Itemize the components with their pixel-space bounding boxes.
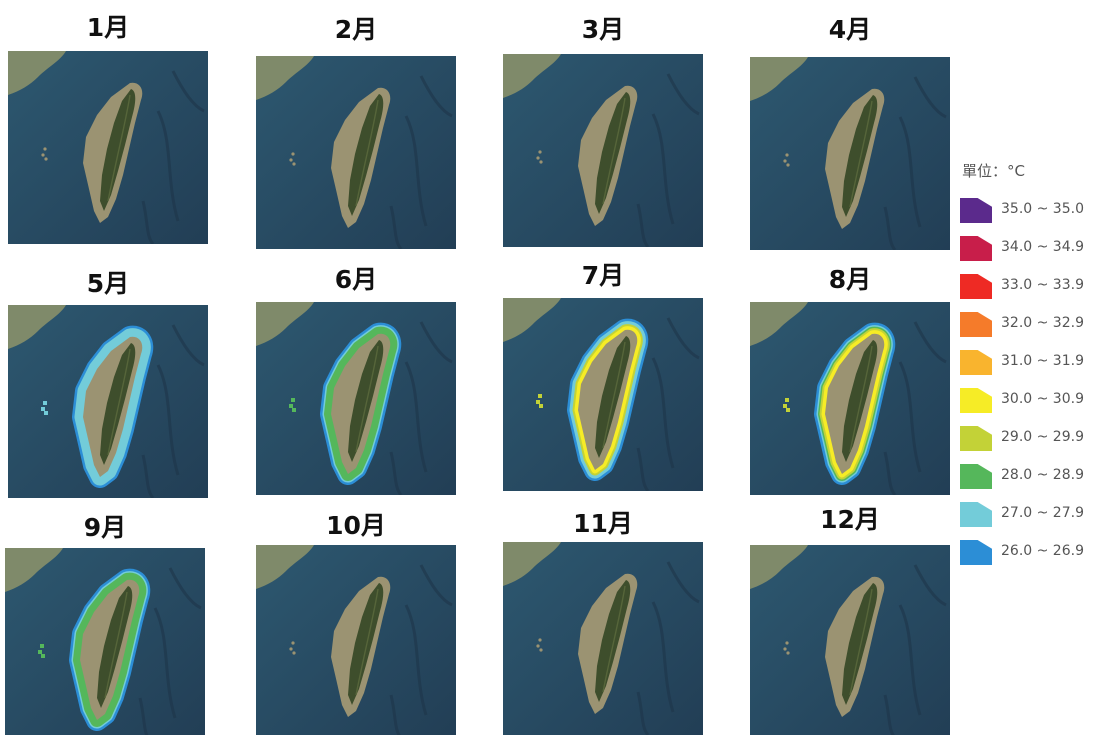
- month-map: [8, 305, 208, 498]
- central-mountains: [595, 92, 631, 214]
- legend-item: 30.0 ~ 30.9: [960, 388, 1109, 426]
- legend-swatch: [960, 540, 992, 565]
- taiwan-map: [750, 545, 950, 735]
- taiwan-map: [503, 542, 703, 735]
- legend-label: 29.0 ~ 29.9: [1001, 429, 1084, 445]
- mainland-coast: [5, 548, 63, 592]
- month-map: [256, 56, 456, 249]
- month-label: 8月: [828, 265, 872, 294]
- legend-label: 32.0 ~ 32.9: [1001, 315, 1084, 331]
- legend-item: 26.0 ~ 26.9: [960, 540, 1109, 578]
- taiwan-map: [8, 51, 208, 244]
- legend-swatch: [960, 312, 992, 337]
- legend-label: 26.0 ~ 26.9: [1001, 543, 1084, 559]
- legend-label: 34.0 ~ 34.9: [1001, 239, 1084, 255]
- month-label: 11月: [573, 509, 633, 538]
- month-label: 3月: [581, 15, 625, 44]
- legend-label: 27.0 ~ 27.9: [1001, 505, 1084, 521]
- legend-label: 33.0 ~ 33.9: [1001, 277, 1084, 293]
- month-label: 9月: [83, 513, 127, 542]
- penghu-islands: [536, 638, 543, 652]
- mainland-coast: [8, 51, 66, 95]
- mainland-coast: [256, 302, 314, 346]
- legend-item: 34.0 ~ 34.9: [960, 236, 1109, 274]
- legend-item: 27.0 ~ 27.9: [960, 502, 1109, 540]
- penghu-islands: [783, 641, 790, 655]
- mainland-coast: [256, 56, 314, 100]
- taiwan-map: [256, 56, 456, 249]
- legend-label: 35.0 ~ 35.0: [1001, 201, 1084, 217]
- legend-title: 單位：°C: [962, 162, 1025, 180]
- legend-swatch: [960, 388, 992, 413]
- legend-label: 31.0 ~ 31.9: [1001, 353, 1084, 369]
- central-mountains: [348, 94, 384, 216]
- central-mountains: [595, 336, 631, 458]
- legend-swatch: [960, 274, 992, 299]
- mainland-coast: [256, 545, 314, 589]
- legend-swatch: [960, 502, 992, 527]
- central-mountains: [100, 89, 136, 211]
- month-map: [750, 57, 950, 250]
- month-label: 4月: [828, 15, 872, 44]
- mainland-coast: [503, 54, 561, 98]
- month-map: [5, 548, 205, 735]
- legend-swatch: [960, 198, 992, 223]
- taiwan-map: [5, 548, 205, 735]
- central-mountains: [595, 580, 631, 702]
- legend-swatch: [960, 426, 992, 451]
- month-map: [503, 298, 703, 491]
- month-map: [503, 54, 703, 247]
- legend-swatch: [960, 350, 992, 375]
- legend-swatch: [960, 464, 992, 489]
- mainland-coast: [750, 57, 808, 101]
- central-mountains: [348, 340, 384, 462]
- month-label: 6月: [334, 265, 378, 294]
- month-label: 10月: [326, 511, 386, 540]
- month-map: [256, 302, 456, 495]
- legend-item: 29.0 ~ 29.9: [960, 426, 1109, 464]
- legend-item: 28.0 ~ 28.9: [960, 464, 1109, 502]
- central-mountains: [842, 95, 878, 217]
- penghu-islands: [783, 153, 790, 167]
- taiwan-map: [503, 54, 703, 247]
- legend-item: 35.0 ~ 35.0: [960, 198, 1109, 236]
- penghu-islands: [41, 147, 48, 161]
- month-map: [503, 542, 703, 735]
- mainland-coast: [503, 542, 561, 586]
- penghu-islands: [289, 641, 296, 655]
- central-mountains: [348, 583, 384, 705]
- taiwan-map: [750, 302, 950, 495]
- central-mountains: [842, 340, 878, 462]
- month-map: [8, 51, 208, 244]
- temperature-legend: 單位：°C 35.0 ~ 35.0 34.0 ~ 34.9 33.0 ~ 33.9 3…: [960, 160, 1109, 578]
- taiwan-map: [503, 298, 703, 491]
- penghu-islands: [536, 150, 543, 164]
- mainland-coast: [750, 302, 808, 346]
- taiwan-map: [256, 545, 456, 735]
- penghu-islands: [289, 152, 296, 166]
- legend-item: 33.0 ~ 33.9: [960, 274, 1109, 312]
- month-map: [750, 545, 950, 735]
- month-label: 7月: [581, 261, 625, 290]
- central-mountains: [842, 583, 878, 705]
- legend-label: 28.0 ~ 28.9: [1001, 467, 1084, 483]
- taiwan-map: [256, 302, 456, 495]
- legend-item: 31.0 ~ 31.9: [960, 350, 1109, 388]
- month-map: [256, 545, 456, 735]
- legend-item: 32.0 ~ 32.9: [960, 312, 1109, 350]
- month-label: 1月: [86, 13, 130, 42]
- mainland-coast: [750, 545, 808, 589]
- legend-swatch: [960, 236, 992, 261]
- central-mountains: [97, 586, 133, 708]
- month-label: 5月: [86, 269, 130, 298]
- month-map: [750, 302, 950, 495]
- central-mountains: [100, 343, 136, 465]
- mainland-coast: [503, 298, 561, 342]
- month-label: 2月: [334, 15, 378, 44]
- mainland-coast: [8, 305, 66, 349]
- taiwan-map: [8, 305, 208, 498]
- month-label: 12月: [820, 505, 880, 534]
- taiwan-map: [750, 57, 950, 250]
- legend-label: 30.0 ~ 30.9: [1001, 391, 1084, 407]
